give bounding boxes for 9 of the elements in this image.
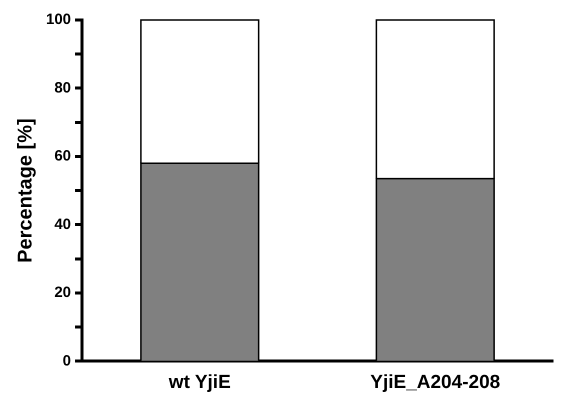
y-tick-label: 0 <box>62 352 72 370</box>
x-tick-label: YjiE_A204-208 <box>370 372 500 393</box>
y-tick-label: 20 <box>54 284 72 302</box>
y-tick-label: 40 <box>54 216 72 233</box>
y-tick-label: 60 <box>54 148 72 165</box>
y-axis-title: Percentage [%] <box>14 118 37 263</box>
x-tick-label: wt YjiE <box>168 372 231 393</box>
y-tick-label: 100 <box>46 11 72 28</box>
y-tick-label: 80 <box>54 79 72 96</box>
